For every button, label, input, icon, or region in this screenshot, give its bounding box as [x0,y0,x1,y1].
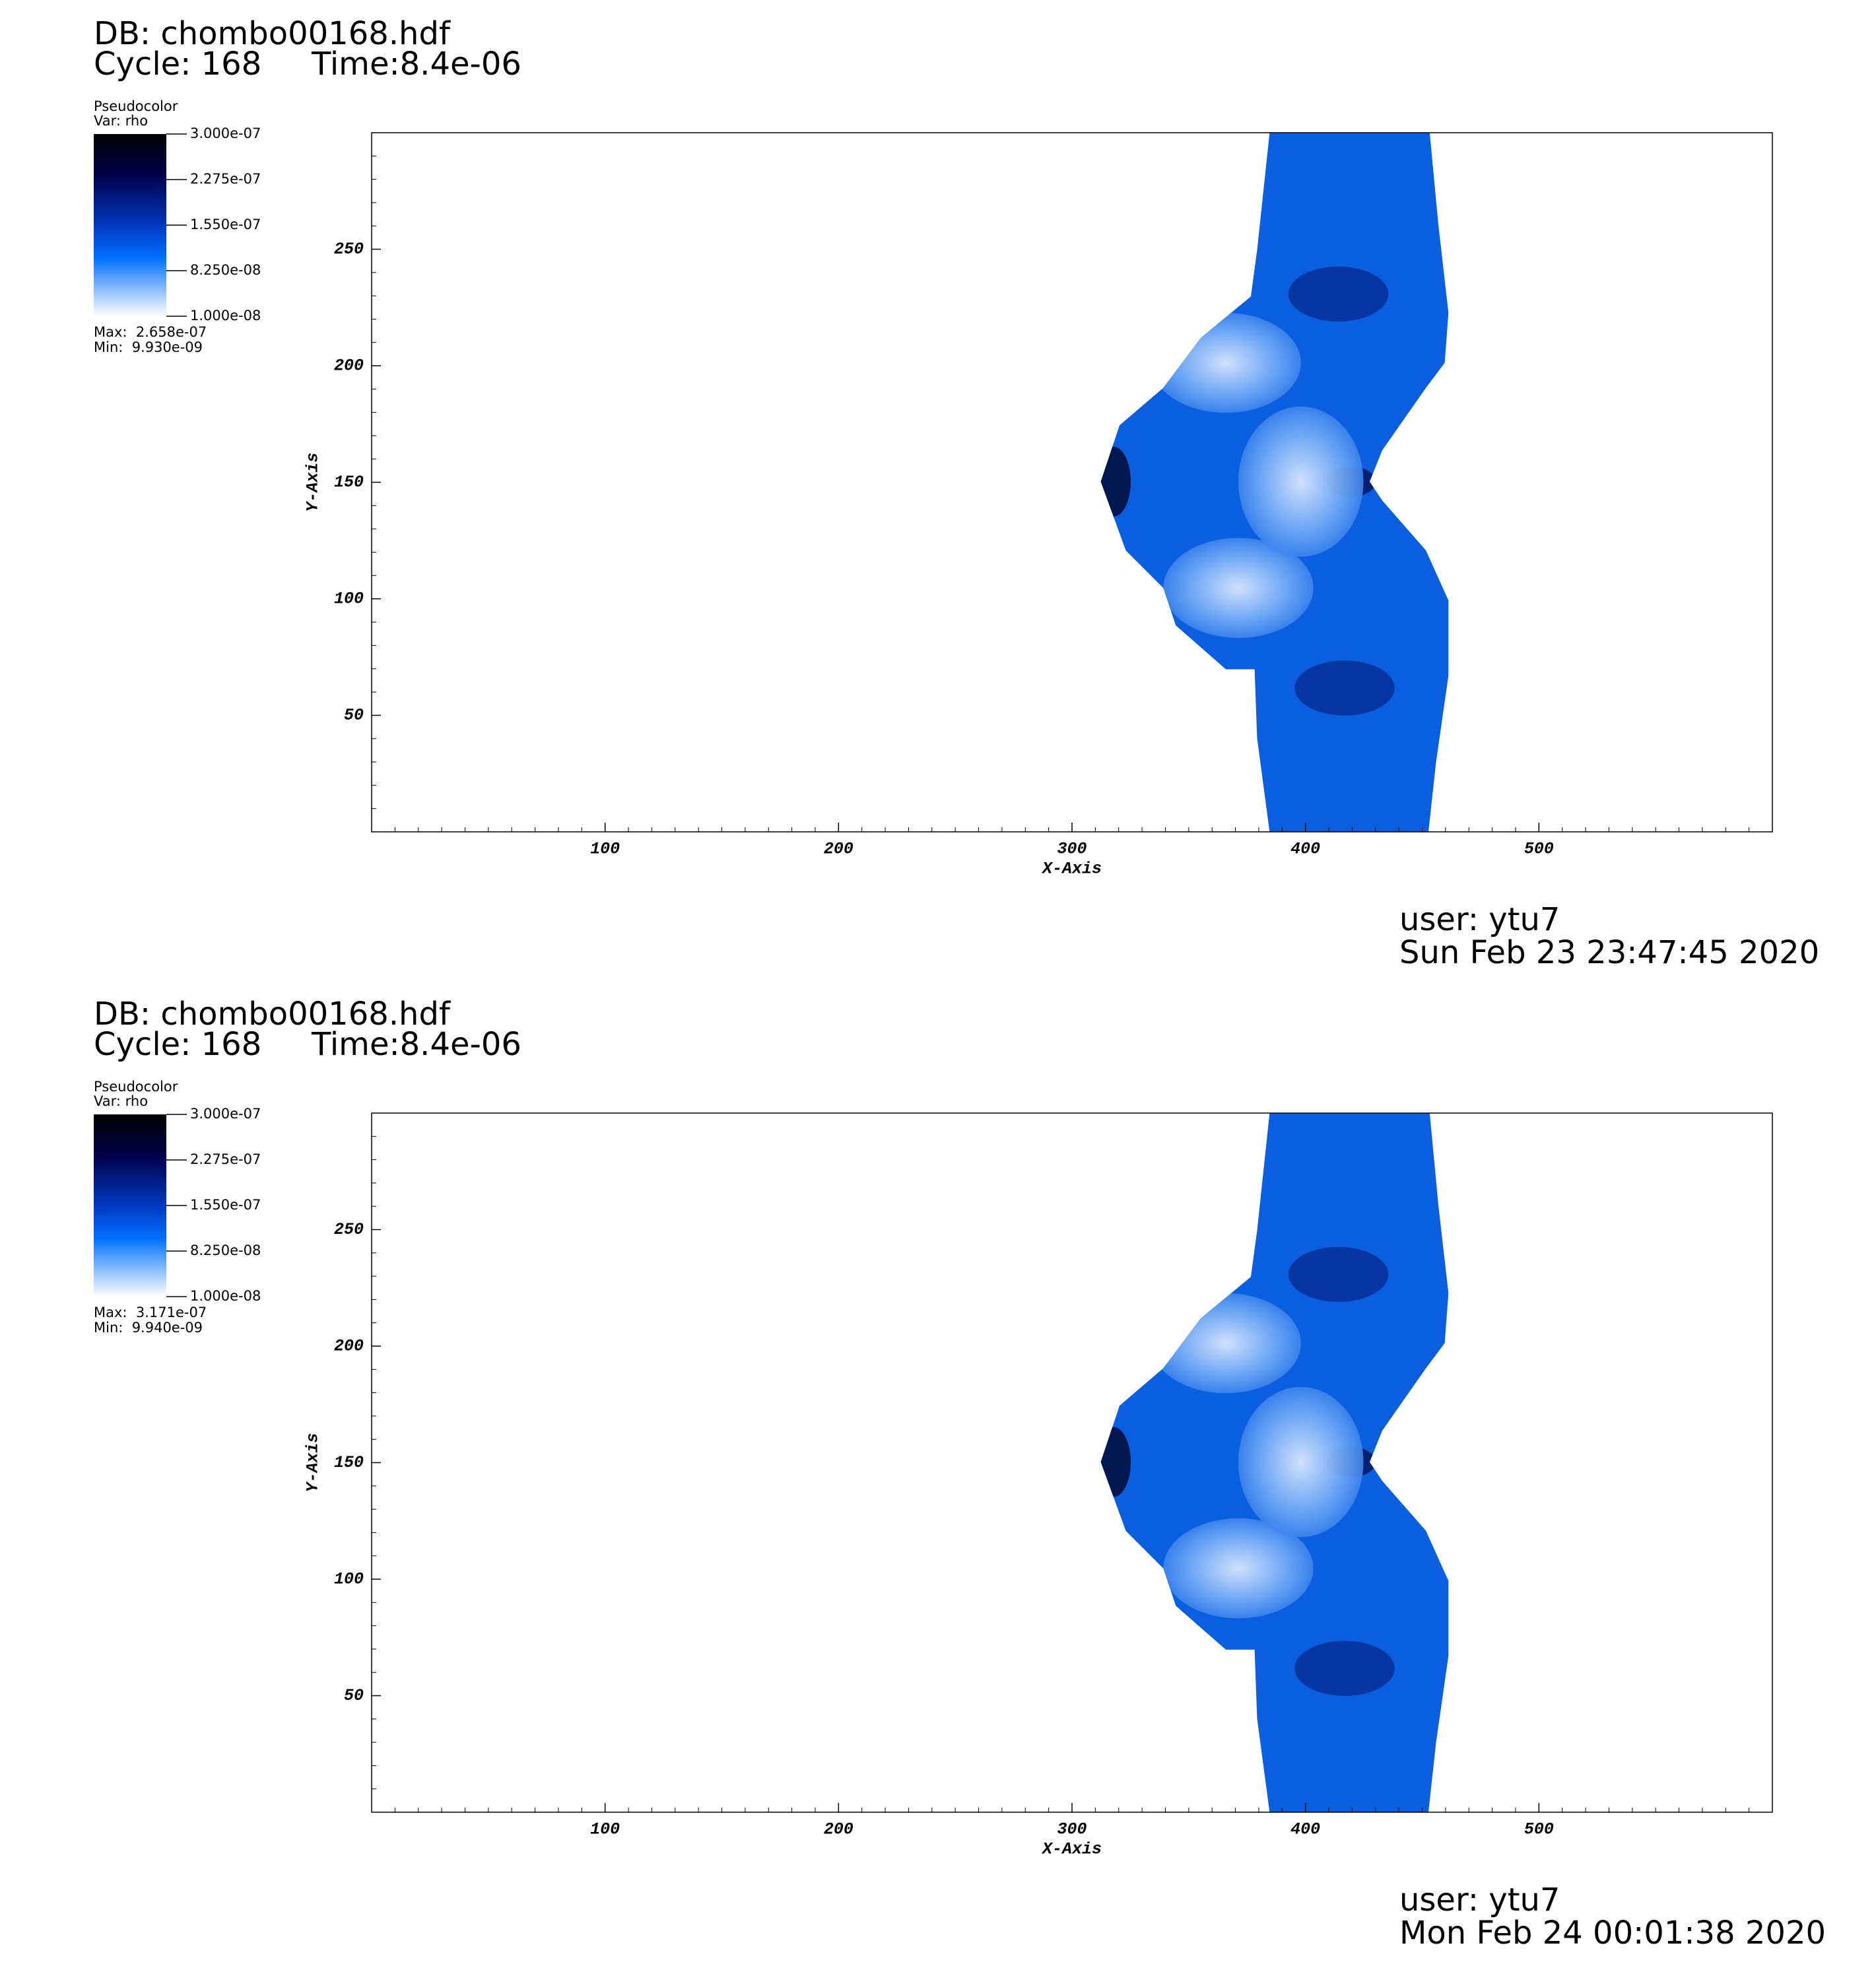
user-label: user: ytu7 [1399,1882,1560,1919]
field-feature [1288,1246,1389,1303]
y-tick-label: 50 [344,1686,364,1705]
legend-title: Pseudocolor [94,98,178,114]
y-axis-label: Y-Axis [304,452,323,512]
y-tick-label: 100 [334,1570,364,1589]
time-label: Time:8.4e-06 [311,46,521,83]
y-tick-label: 200 [334,1337,364,1356]
colorbar-tick-label: 1.550e-07 [190,217,261,232]
time-label: Time:8.4e-06 [311,1026,521,1063]
field [1100,133,1449,832]
field-base [1100,133,1449,832]
field-feature [1288,266,1389,322]
max-label: Max: 3.171e-07 [94,1305,207,1320]
x-tick-label: 100 [590,1820,620,1839]
field [1100,1113,1449,1812]
x-tick-label: 400 [1290,1820,1320,1839]
colorbar [94,1114,166,1297]
x-axis-label: X-Axis [1041,1840,1102,1859]
min-label: Min: 9.930e-09 [94,339,203,355]
field-feature [1151,1293,1301,1394]
plot-frame [371,132,1773,832]
field-feature [1294,1641,1395,1696]
y-tick-label: 150 [334,1453,364,1472]
colorbar-tick-label: 8.250e-08 [190,1242,261,1258]
y-tick-label: 200 [334,357,364,376]
field-base [1100,1113,1449,1812]
colorbar-tick-label: 1.000e-08 [190,308,261,323]
x-tick-label: 200 [824,1820,854,1839]
y-axis-label: Y-Axis [304,1433,323,1492]
plot-frame [371,1112,1773,1813]
field-feature [1294,660,1395,716]
x-tick-label: 500 [1524,1820,1554,1839]
field-feature [1100,446,1131,517]
colorbar-tick-label: 2.275e-07 [190,1151,261,1167]
colorbar-tick-label: 8.250e-08 [190,262,261,278]
x-tick-label: 300 [1057,1820,1087,1839]
x-tick-label: 300 [1057,840,1087,859]
colorbar-tick-label: 2.275e-07 [190,171,261,187]
db-label: DB: chombo00168.hdf [94,15,451,52]
colorbar-tick-label: 3.000e-07 [190,125,261,141]
y-tick-label: 50 [344,706,364,725]
cycle-label: Cycle: 168 [94,1026,261,1063]
user-label: user: ytu7 [1399,901,1560,938]
colorbar [94,134,166,316]
max-label: Max: 2.658e-07 [94,324,207,340]
y-tick-label: 250 [334,1220,364,1239]
field-feature [1163,537,1314,638]
x-tick-label: 200 [824,840,854,859]
cycle-label: Cycle: 168 [94,46,261,83]
y-tick-label: 100 [334,590,364,609]
colorbar-tick-label: 1.550e-07 [190,1197,261,1213]
field-feature [1238,406,1364,557]
date-label: Mon Feb 24 00:01:38 2020 [1399,1915,1826,1952]
legend-variable: Var: rho [94,1093,148,1109]
field-feature [1100,1427,1131,1497]
legend-variable: Var: rho [94,113,148,129]
legend-title: Pseudocolor [94,1079,178,1095]
date-label: Sun Feb 23 23:47:45 2020 [1399,934,1819,971]
min-label: Min: 9.940e-09 [94,1320,203,1336]
x-tick-label: 500 [1524,840,1554,859]
x-tick-label: 100 [590,840,620,859]
x-axis-label: X-Axis [1041,860,1102,879]
colorbar-tick-label: 1.000e-08 [190,1288,261,1304]
field-feature [1163,1518,1314,1619]
colorbar-tick-label: 3.000e-07 [190,1106,261,1122]
y-tick-label: 150 [334,473,364,492]
x-tick-label: 400 [1290,840,1320,859]
y-tick-label: 250 [334,240,364,259]
db-label: DB: chombo00168.hdf [94,996,451,1033]
field-feature [1238,1386,1364,1538]
field-feature [1151,312,1301,413]
